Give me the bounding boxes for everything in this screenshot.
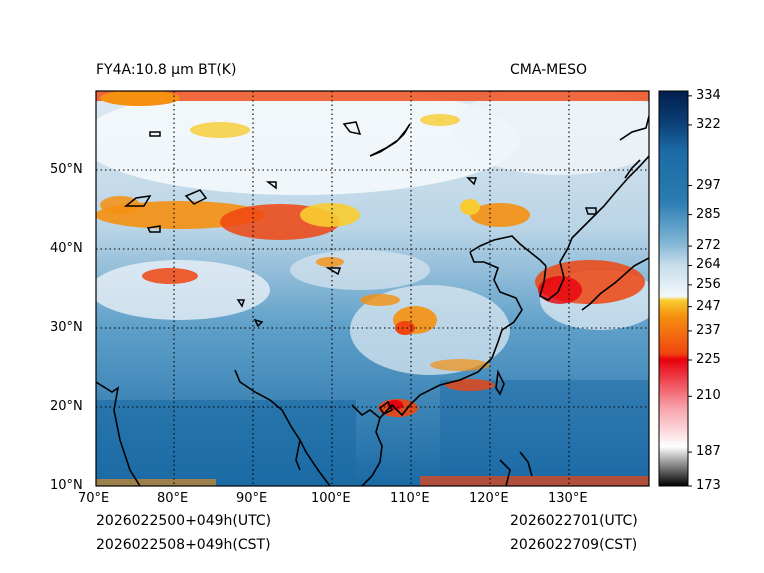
lon-tick-70: 70°E: [78, 491, 110, 506]
colorbar-bar: [658, 90, 689, 487]
lon-tick-80: 80°E: [157, 491, 189, 506]
lat-tick-40: 40°N: [50, 241, 83, 256]
colorbar-tick-label: 256: [696, 276, 721, 292]
colorbar-tick-label: 334: [696, 87, 721, 103]
colorbar-tick-label: 297: [696, 177, 721, 193]
lakes: [123, 121, 597, 328]
lat-tick-10: 10°N: [50, 478, 83, 493]
map-field: [96, 91, 649, 486]
valid-time-cst: 2026022709(CST): [510, 537, 638, 553]
model-name: CMA-MESO: [510, 62, 588, 78]
lon-tick-90: 90°E: [236, 491, 268, 506]
colorbar-tick-label: 322: [696, 116, 721, 132]
coastlines: [96, 115, 649, 486]
init-time-utc: 2026022500+049h(UTC): [96, 513, 272, 529]
colorbar: [658, 90, 689, 487]
colorbar-tick-label: 272: [696, 238, 721, 254]
lon-tick-100: 100°E: [311, 491, 351, 506]
colorbar-tick-label: 247: [696, 298, 721, 314]
colorbar-tick-label: 264: [696, 257, 721, 273]
colorbar-tick-label: 285: [696, 206, 721, 222]
lon-tick-120: 120°E: [469, 491, 509, 506]
lat-tick-30: 30°N: [50, 320, 83, 335]
colorbar-tick-label: 210: [696, 388, 721, 404]
graticule: [96, 91, 649, 486]
colorbar-tick-label: 187: [696, 444, 721, 460]
map-frame: [95, 90, 650, 487]
colorbar-tick-label: 173: [696, 478, 721, 493]
lat-tick-20: 20°N: [50, 399, 83, 414]
map-title: FY4A:10.8 µm BT(K): [96, 62, 237, 78]
colorbar-tick-label: 225: [696, 351, 721, 367]
lat-tick-50: 50°N: [50, 162, 83, 177]
init-time-cst: 2026022508+049h(CST): [96, 537, 271, 553]
colorbar-tick-label: 237: [696, 322, 721, 338]
valid-time-utc: 2026022701(UTC): [510, 513, 638, 529]
lon-tick-110: 110°E: [390, 491, 430, 506]
lon-tick-130: 130°E: [548, 491, 588, 506]
